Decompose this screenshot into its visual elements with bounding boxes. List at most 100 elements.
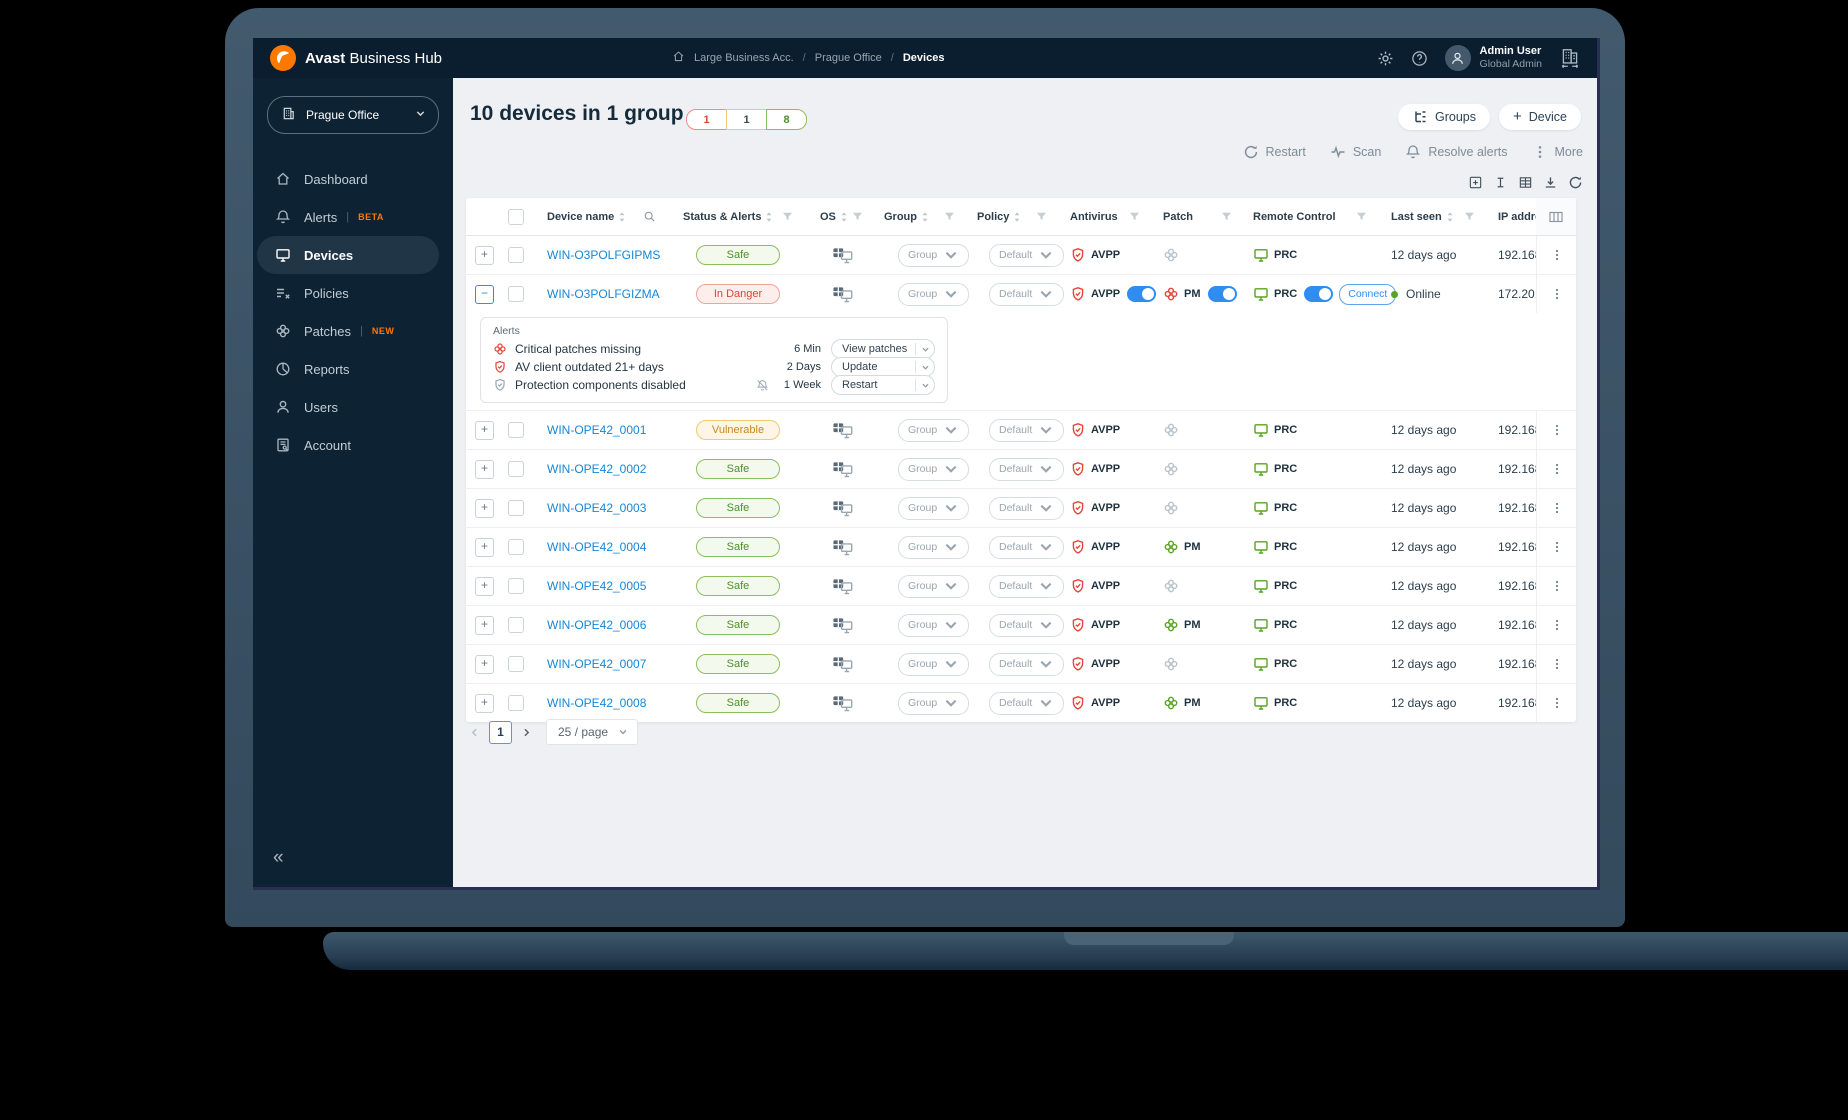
row-menu-icon[interactable]	[1550, 423, 1564, 437]
filter-icon[interactable]	[851, 210, 864, 223]
filter-icon[interactable]	[1220, 210, 1233, 223]
group-select[interactable]: Group	[898, 652, 970, 676]
expand-row-button[interactable]: +	[475, 537, 494, 557]
row-menu-icon[interactable]	[1550, 248, 1564, 262]
device-name-link[interactable]: WIN-OPE42_0002	[547, 462, 647, 476]
help-icon[interactable]	[1411, 50, 1428, 67]
expand-row-button[interactable]: +	[475, 576, 494, 596]
collapse-row-button[interactable]: −	[475, 284, 494, 304]
antivirus-toggle[interactable]	[1127, 286, 1157, 302]
sidebar-item-account[interactable]: Account	[253, 426, 453, 464]
filter-icon[interactable]	[1355, 210, 1368, 223]
group-select[interactable]: Group	[898, 282, 970, 306]
previous-page-icon[interactable]	[469, 727, 480, 738]
group-select[interactable]: Group	[898, 243, 970, 267]
device-count-badge-danger[interactable]: 1	[686, 109, 727, 130]
add-device-button[interactable]: + Device	[1499, 104, 1581, 130]
group-select[interactable]: Group	[898, 535, 970, 559]
expand-row-button[interactable]: +	[475, 498, 494, 518]
expand-row-button[interactable]: +	[475, 459, 494, 479]
expand-row-button[interactable]: +	[475, 420, 494, 440]
filter-icon[interactable]	[1463, 210, 1476, 223]
alert-action-button[interactable]: Restart	[831, 375, 935, 395]
table-view-icon[interactable]	[1518, 175, 1533, 190]
filter-icon[interactable]	[1128, 210, 1141, 223]
sort-icon[interactable]	[618, 211, 626, 223]
policy-select[interactable]: Default	[989, 457, 1065, 481]
search-icon[interactable]	[643, 210, 656, 223]
row-checkbox[interactable]	[508, 539, 524, 555]
refresh-icon[interactable]	[1568, 175, 1583, 190]
policy-select[interactable]: Default	[989, 691, 1065, 715]
row-menu-icon[interactable]	[1550, 540, 1564, 554]
current-page[interactable]: 1	[489, 720, 512, 744]
policy-select[interactable]: Default	[989, 652, 1065, 676]
group-select[interactable]: Group	[898, 457, 970, 481]
group-select[interactable]: Group	[898, 574, 970, 598]
settings-gear-icon[interactable]	[1377, 50, 1394, 67]
sidebar-item-alerts[interactable]: Alerts | BETA	[253, 198, 453, 236]
device-count-badge-safe[interactable]: 8	[766, 109, 807, 130]
sort-icon[interactable]	[1013, 211, 1021, 223]
columns-icon[interactable]	[1548, 209, 1564, 225]
user-avatar[interactable]	[1444, 45, 1471, 71]
chevron-down-icon[interactable]	[916, 363, 934, 372]
select-all-checkbox[interactable]	[508, 208, 524, 225]
row-checkbox[interactable]	[508, 286, 524, 302]
sort-icon[interactable]	[765, 211, 773, 223]
plus-box-icon[interactable]	[1468, 175, 1483, 190]
group-select[interactable]: Group	[898, 418, 970, 442]
breadcrumb-item[interactable]: Large Business Acc.	[694, 52, 794, 64]
scan-action[interactable]: Scan	[1330, 144, 1381, 160]
expand-row-button[interactable]: +	[475, 615, 494, 635]
chevron-down-icon[interactable]	[916, 381, 934, 390]
row-checkbox[interactable]	[508, 656, 524, 672]
column-width-icon[interactable]	[1493, 175, 1508, 190]
sidebar-collapse-button[interactable]: «	[273, 847, 284, 868]
breadcrumb-item[interactable]: Prague Office	[814, 52, 882, 64]
group-select[interactable]: Group	[898, 691, 970, 715]
switch-organization-icon[interactable]	[1559, 48, 1581, 68]
expand-row-button[interactable]: +	[475, 654, 494, 674]
sort-icon[interactable]	[921, 211, 929, 223]
device-name-link[interactable]: WIN-OPE42_0008	[547, 696, 647, 710]
device-name-link[interactable]: WIN-O3POLFGIPMS	[547, 248, 661, 262]
remote-control-toggle[interactable]	[1304, 286, 1334, 302]
expand-row-button[interactable]: +	[475, 245, 494, 265]
device-name-link[interactable]: WIN-OPE42_0003	[547, 501, 647, 515]
connect-button[interactable]: Connect	[1339, 283, 1397, 305]
policy-select[interactable]: Default	[989, 243, 1065, 267]
row-checkbox[interactable]	[508, 461, 524, 477]
row-checkbox[interactable]	[508, 695, 524, 711]
page-size-select[interactable]: 25 / page	[546, 719, 639, 745]
filter-icon[interactable]	[1035, 210, 1048, 223]
filter-icon[interactable]	[781, 210, 794, 223]
alert-action-button[interactable]: View patches	[831, 339, 935, 359]
sidebar-item-reports[interactable]: Reports	[253, 350, 453, 388]
patch-toggle[interactable]	[1207, 286, 1237, 302]
row-checkbox[interactable]	[508, 578, 524, 594]
sidebar-item-dashboard[interactable]: Dashboard	[253, 160, 453, 198]
row-checkbox[interactable]	[508, 422, 524, 438]
row-menu-icon[interactable]	[1550, 579, 1564, 593]
device-name-link[interactable]: WIN-O3POLFGIZMA	[547, 287, 660, 301]
row-menu-icon[interactable]	[1550, 657, 1564, 671]
policy-select[interactable]: Default	[989, 418, 1065, 442]
group-select[interactable]: Group	[898, 496, 970, 520]
row-menu-icon[interactable]	[1550, 501, 1564, 515]
group-select[interactable]: Group	[898, 613, 970, 637]
policy-select[interactable]: Default	[989, 574, 1065, 598]
resolve-alerts-action[interactable]: Resolve alerts	[1405, 144, 1508, 160]
sidebar-item-users[interactable]: Users	[253, 388, 453, 426]
row-checkbox[interactable]	[508, 500, 524, 516]
org-selector[interactable]: Prague Office	[267, 96, 439, 134]
chevron-down-icon[interactable]	[916, 345, 934, 354]
sidebar-item-devices[interactable]: Devices	[257, 236, 439, 274]
device-name-link[interactable]: WIN-OPE42_0006	[547, 618, 647, 632]
sort-icon[interactable]	[1446, 211, 1454, 223]
sidebar-item-policies[interactable]: Policies	[253, 274, 453, 312]
row-checkbox[interactable]	[508, 247, 524, 263]
device-name-link[interactable]: WIN-OPE42_0007	[547, 657, 647, 671]
row-menu-icon[interactable]	[1550, 696, 1564, 710]
restart-action[interactable]: Restart	[1243, 144, 1306, 160]
